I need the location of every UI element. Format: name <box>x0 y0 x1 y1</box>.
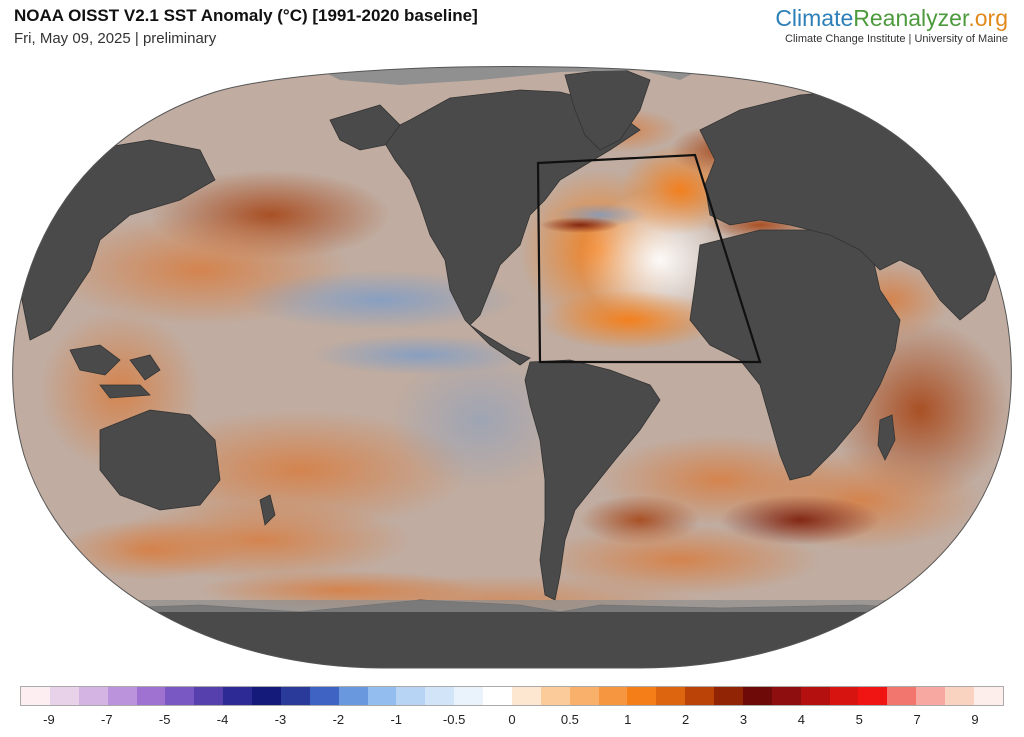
brand-subtitle: Climate Change Institute | University of… <box>785 33 1008 45</box>
color-scale-tick-label: -7 <box>101 712 113 727</box>
southeast-asia-islands <box>69 344 161 399</box>
color-scale-tick-label: 0.5 <box>560 712 579 727</box>
color-scale-swatch <box>916 687 945 705</box>
color-scale-tick-label: -5 <box>158 712 171 727</box>
color-scale-swatch <box>800 687 830 705</box>
color-scale-tick-label: 7 <box>913 712 921 727</box>
color-scale-tick-label: 0 <box>508 712 516 727</box>
color-scale-swatch <box>21 687 50 705</box>
brand-name-part2: Reanalyzer <box>853 5 969 31</box>
color-scale-tick-label: -2 <box>332 712 345 727</box>
brand-name-part1: Climate <box>775 5 854 31</box>
color-scale-swatch <box>598 687 628 705</box>
color-scale-swatch <box>136 687 166 705</box>
color-scale-swatch <box>714 687 743 705</box>
color-scale-tick-label: 3 <box>739 712 748 727</box>
color-scale-tick-label: -4 <box>216 712 229 727</box>
climate-reanalyzer-logo[interactable]: ClimateReanalyzer.org Climate Change Ins… <box>775 4 1008 45</box>
color-scale-tick-label: 2 <box>682 712 690 727</box>
madagascar <box>877 414 896 461</box>
color-scale-swatch <box>973 687 1003 705</box>
color-scale-swatch <box>338 687 368 705</box>
alaska-landmass <box>329 104 401 151</box>
color-scale-tick-label: 1 <box>624 712 632 727</box>
color-scale-swatch <box>887 687 917 705</box>
north-atlantic-highlight-box <box>536 153 762 364</box>
color-scale-swatch <box>165 687 195 705</box>
color-scale-swatch <box>685 687 714 705</box>
color-scale-swatch <box>454 687 483 705</box>
color-scale-swatch <box>49 687 79 705</box>
color-scale-swatch <box>511 687 541 705</box>
color-scale-swatch <box>194 687 224 705</box>
color-scale-swatch <box>483 687 512 705</box>
color-scale-swatch <box>280 687 310 705</box>
brand-name: ClimateReanalyzer.org <box>775 4 1008 32</box>
color-scale-swatch <box>223 687 252 705</box>
color-scale-swatch <box>540 687 570 705</box>
color-scale-swatch <box>742 687 772 705</box>
new-zealand <box>259 494 276 526</box>
color-scale-swatch <box>569 687 599 705</box>
color-scale-tick-label: 9 <box>971 712 979 727</box>
color-scale-swatch <box>78 687 108 705</box>
color-scale-tick-label: -0.5 <box>442 712 466 727</box>
color-scale-tick-label: -9 <box>43 712 55 727</box>
color-scale-swatch <box>627 687 657 705</box>
south-america-landmass <box>524 359 661 601</box>
antarctic-sea-ice <box>40 600 1000 612</box>
color-scale-swatch <box>107 687 137 705</box>
color-scale-swatch <box>425 687 455 705</box>
color-scale-swatch <box>945 687 974 705</box>
color-scale-tick-label: -1 <box>390 712 403 727</box>
color-scale-swatch <box>367 687 397 705</box>
map-date-subtitle: Fri, May 09, 2025 | preliminary <box>14 30 217 47</box>
color-scale-swatch <box>858 687 888 705</box>
color-scale-swatch <box>829 687 859 705</box>
color-scale-tick-label: 5 <box>855 712 863 727</box>
australia-landmass <box>99 409 221 511</box>
map-title: NOAA OISST V2.1 SST Anomaly (°C) [1991-2… <box>14 6 478 25</box>
color-scale-labels: -9 -7 -5 -4 -3 -2 -1 -0.5 0 0.5 1 2 3 4 5 7 9 <box>20 712 1004 730</box>
color-scale-legend <box>20 686 1004 706</box>
color-scale-swatch <box>656 687 686 705</box>
color-scale-tick-label: 4 <box>797 712 806 727</box>
color-scale-swatch <box>252 687 281 705</box>
color-scale-swatch <box>396 687 426 705</box>
color-scale-tick-label: -3 <box>274 712 287 727</box>
brand-name-part3: .org <box>968 5 1008 31</box>
arctic-sea-ice <box>300 66 720 85</box>
color-scale-swatch <box>771 687 801 705</box>
greenland-landmass <box>564 67 651 151</box>
color-scale-swatch <box>309 687 339 705</box>
